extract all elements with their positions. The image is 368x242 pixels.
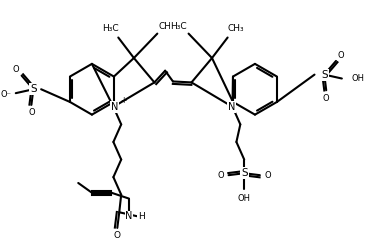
Text: S: S	[30, 84, 37, 94]
Text: O: O	[28, 108, 35, 117]
Text: O: O	[114, 231, 121, 240]
Text: O⁻: O⁻	[0, 90, 11, 99]
Text: H₃C: H₃C	[102, 24, 119, 33]
Text: N: N	[228, 102, 235, 112]
Text: O: O	[323, 94, 329, 103]
Text: S: S	[321, 70, 328, 80]
Text: OH: OH	[238, 194, 251, 203]
Text: O: O	[264, 171, 271, 180]
Text: CH₃: CH₃	[159, 22, 176, 31]
Text: +: +	[120, 97, 126, 106]
Text: O: O	[337, 51, 344, 60]
Text: CH₃: CH₃	[227, 24, 244, 33]
Text: S: S	[241, 168, 248, 178]
Text: N: N	[125, 211, 133, 221]
Text: H₃C: H₃C	[170, 22, 187, 31]
Text: OH: OH	[351, 74, 365, 83]
Text: N: N	[111, 102, 118, 112]
Text: O: O	[13, 65, 19, 74]
Text: O: O	[217, 171, 224, 180]
Text: H: H	[138, 212, 145, 221]
